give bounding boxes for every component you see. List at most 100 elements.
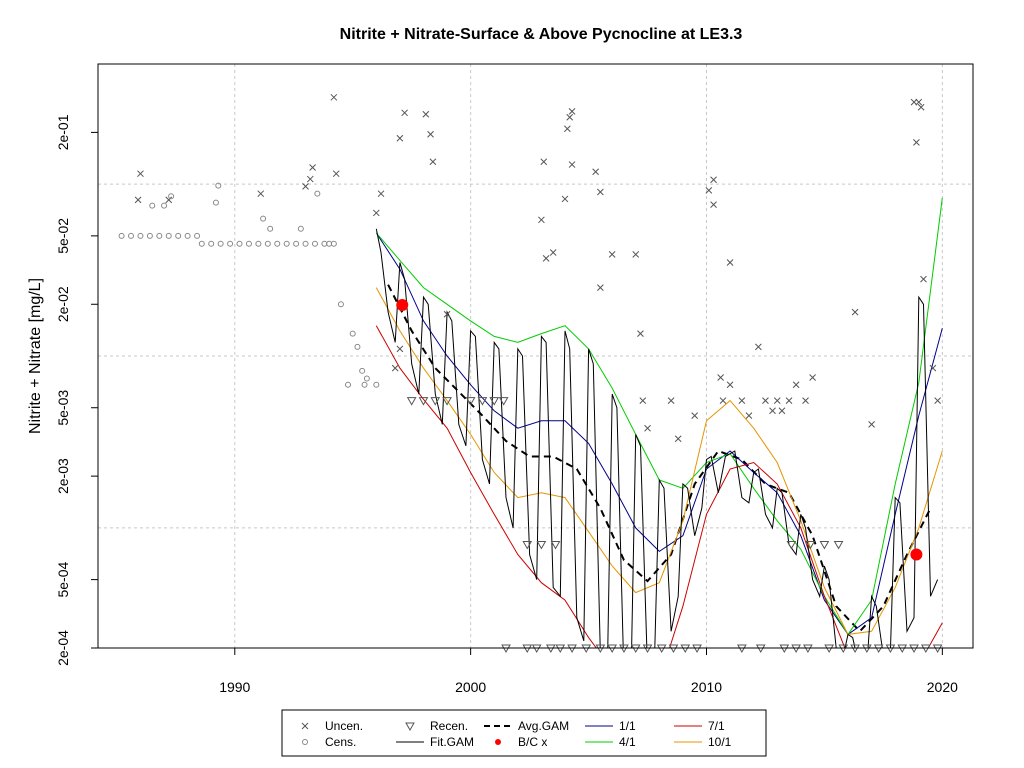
legend-label: 7/1 — [708, 719, 725, 733]
point-uncen — [674, 435, 682, 443]
legend: Uncen. Cens. Recen. Fit.GAM Avg.GAM B/C x 1/1 4… — [281, 709, 767, 757]
point-cens — [337, 301, 344, 308]
legend-swatch — [495, 739, 501, 745]
chart-title: Nitrite + Nitrate-Surface & Above Pycnoc… — [340, 26, 743, 43]
legend-swatch — [405, 722, 415, 732]
point-uncen — [306, 175, 314, 183]
point-uncen — [755, 343, 762, 351]
point-uncen — [427, 130, 434, 138]
point-recen — [442, 397, 452, 406]
point-cens — [255, 240, 262, 247]
point-cens — [236, 240, 243, 247]
point-cens — [227, 240, 234, 247]
point-uncen — [769, 407, 776, 415]
curve-1-1 — [375, 232, 943, 636]
x-tick-label: 2020 — [927, 679, 958, 695]
legend-item-1-1: 1/1 — [585, 719, 636, 733]
point-uncen — [561, 195, 569, 203]
point-uncen — [632, 251, 640, 258]
legend-label: Recen. — [430, 719, 468, 733]
point-uncen — [538, 216, 545, 224]
point-uncen — [920, 275, 927, 283]
point-uncen — [745, 412, 753, 419]
legend-item-10-1: 10/1 — [674, 735, 732, 749]
point-uncen — [802, 397, 809, 404]
point-cens — [363, 375, 370, 382]
point-uncen — [868, 421, 875, 428]
point-uncen — [165, 196, 173, 204]
point-uncen — [134, 196, 142, 204]
point-cens — [302, 240, 309, 247]
point-uncen — [691, 412, 699, 419]
legend-item-uncen: Uncen. — [301, 719, 363, 733]
point-b-c-x — [910, 548, 923, 561]
y-tick-label: 2e-03 — [55, 458, 71, 494]
point-cens — [208, 240, 215, 247]
point-uncen — [401, 109, 408, 117]
point-uncen — [851, 308, 859, 316]
point-uncen — [773, 397, 781, 404]
point-uncen — [597, 188, 604, 196]
point-uncen — [330, 93, 338, 101]
point-uncen — [762, 397, 769, 404]
point-cens — [245, 240, 252, 247]
point-uncen — [443, 310, 451, 318]
point-cens — [267, 225, 274, 232]
point-uncen — [309, 164, 316, 171]
point-recen — [477, 397, 488, 406]
point-recen — [786, 541, 797, 550]
point-uncen — [396, 134, 404, 142]
point-cens — [283, 240, 290, 247]
point-cens — [212, 199, 219, 206]
point-recen — [498, 397, 509, 406]
y-tick-label: 2e-02 — [55, 286, 71, 322]
point-uncen — [568, 161, 576, 168]
point-cens — [165, 232, 172, 239]
legend-item-recen: Recen. — [405, 719, 468, 733]
point-cens — [168, 193, 175, 200]
y-tick-label: 2e-04 — [55, 630, 71, 666]
curve-7-1 — [375, 325, 943, 648]
plot-frame — [97, 63, 974, 649]
point-uncen — [377, 190, 385, 198]
point-uncen — [372, 209, 380, 217]
point-uncen — [915, 98, 923, 106]
point-uncen — [644, 424, 651, 432]
x-tick-label: 1990 — [219, 679, 250, 695]
point-b-c-x — [396, 299, 409, 312]
point-uncen — [705, 187, 713, 194]
point-cens — [198, 240, 205, 247]
legend-label: 1/1 — [619, 719, 636, 733]
point-uncen — [910, 98, 918, 106]
point-cens — [264, 240, 271, 247]
point-uncen — [792, 381, 800, 389]
point-uncen — [710, 201, 717, 208]
point-cens — [326, 240, 333, 247]
point-uncen — [719, 397, 727, 404]
point-uncen — [778, 407, 786, 415]
point-recen — [805, 541, 816, 550]
point-uncen — [257, 190, 265, 198]
point-uncen — [639, 397, 647, 404]
point-cens — [293, 240, 300, 247]
point-uncen — [726, 259, 734, 266]
point-recen — [522, 541, 533, 550]
legend-swatch — [302, 739, 308, 745]
legend-box — [281, 709, 767, 757]
point-uncen — [549, 249, 557, 256]
point-uncen — [568, 108, 576, 115]
point-cens — [118, 232, 125, 239]
legend-item-4-1: 4/1 — [585, 735, 636, 749]
point-recen — [430, 397, 441, 406]
point-uncen — [332, 170, 340, 178]
point-uncen — [391, 364, 399, 372]
point-uncen — [396, 345, 404, 353]
point-uncen — [302, 183, 309, 190]
point-cens — [215, 182, 222, 189]
legend-item-fit-gam: Fit.GAM — [396, 735, 474, 749]
point-uncen — [637, 330, 644, 337]
curve-avg-gam — [387, 284, 932, 633]
point-uncen — [592, 168, 599, 176]
curve-4-1 — [375, 197, 943, 636]
y-tick-label: 5e-04 — [55, 561, 71, 597]
